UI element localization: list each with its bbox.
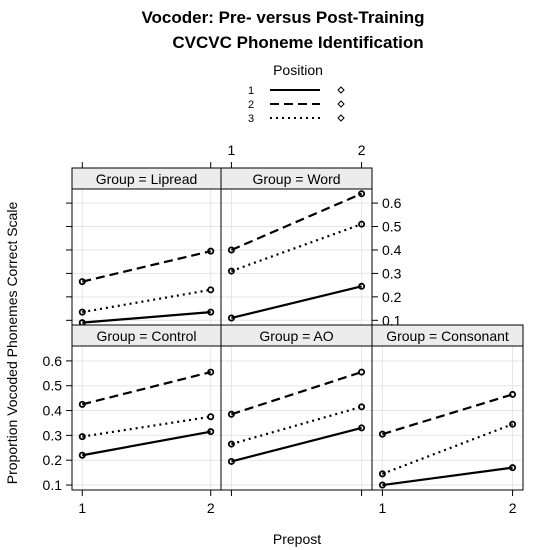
series-point-2 <box>358 368 366 376</box>
y-tick-label: 0.4 <box>43 403 63 419</box>
series-point-1 <box>358 424 366 432</box>
series-point-2 <box>227 410 235 418</box>
legend-title: Position <box>273 62 323 78</box>
x-tick-label: 2 <box>509 500 517 516</box>
y-tick-label: 0.1 <box>382 312 402 328</box>
y-tick-label: 0.6 <box>382 195 402 211</box>
series-point-1 <box>207 308 215 316</box>
strip-label: Group = Consonant <box>386 328 509 344</box>
x-tick-label: 2 <box>358 142 366 158</box>
series-point-3 <box>509 420 517 428</box>
legend: Position 1 2 3 <box>248 62 345 125</box>
axes: 0.1 0.1 0.2 0.2 0.3 0.3 0.4 0.4 0.5 0.5 0.6 0.6 1 2 1 2… <box>43 142 517 516</box>
series-line-1 <box>382 466 513 487</box>
series-point-3 <box>378 470 386 478</box>
x-axis-label: Prepost <box>273 531 321 547</box>
x-tick-label: 1 <box>379 500 387 516</box>
series-point-3 <box>227 267 235 275</box>
series-line-3 <box>382 423 513 475</box>
y-tick-label: 0.2 <box>43 452 63 468</box>
y-axis-label: Proportion Vocoded Phonemes Correct Scal… <box>4 202 20 485</box>
legend-marker-2 <box>337 100 345 108</box>
series-point-3 <box>78 308 86 316</box>
series-point-1 <box>207 428 215 436</box>
series-point-2 <box>509 390 517 398</box>
series-line-2 <box>82 371 211 406</box>
panel-lipread: Group = Lipread <box>71 167 222 327</box>
series-line-2 <box>230 192 363 251</box>
series-line-2 <box>382 393 513 436</box>
series-line-1 <box>82 430 211 457</box>
panel-word: Group = Word <box>220 167 373 326</box>
strip-label: Group = Lipread <box>96 171 198 187</box>
series-line-1 <box>82 311 211 324</box>
series-point-1 <box>509 464 517 472</box>
series-line-2 <box>231 371 362 416</box>
panel-ao: Group = AO <box>220 324 373 491</box>
legend-marker-3 <box>337 114 345 122</box>
series-line-1 <box>231 426 362 463</box>
y-tick-label: 0.1 <box>43 477 63 493</box>
series-point-2 <box>378 430 386 438</box>
legend-label-2: 2 <box>248 99 254 111</box>
x-tick-label: 1 <box>78 500 86 516</box>
series-point-2 <box>207 368 215 376</box>
y-tick-label: 0.3 <box>43 427 63 443</box>
y-tick-label: 0.4 <box>382 242 402 258</box>
series-point-3 <box>207 413 215 421</box>
y-tick-label: 0.6 <box>43 353 63 369</box>
strip-label: Group = Word <box>252 171 340 187</box>
series-point-1 <box>358 282 366 290</box>
panel-consonant: Group = Consonant <box>371 324 524 491</box>
panel-border <box>220 345 373 491</box>
x-tick-label: 2 <box>207 500 215 516</box>
y-tick-label: 0.2 <box>382 289 402 305</box>
series-line-3 <box>82 288 211 314</box>
series-point-3 <box>358 220 366 228</box>
legend-label-3: 3 <box>248 113 254 125</box>
chart-title-line-2: CVCVC Phoneme Identification <box>172 33 423 52</box>
series-point-3 <box>227 440 235 448</box>
y-tick-label: 0.5 <box>43 378 63 394</box>
legend-label-1: 1 <box>248 85 254 97</box>
panel-border <box>71 188 222 326</box>
x-tick-label: 1 <box>228 142 236 158</box>
chart-title-line-1: Vocoder: Pre- versus Post-Training <box>141 8 424 27</box>
panel-border <box>71 345 222 491</box>
series-point-2 <box>78 278 86 286</box>
series-point-2 <box>358 190 366 198</box>
series-point-1 <box>227 457 235 465</box>
strip-label: Group = AO <box>259 328 333 344</box>
series-point-2 <box>207 247 215 255</box>
series-point-3 <box>207 286 215 294</box>
series-line-3 <box>231 405 362 446</box>
strip-label: Group = Control <box>97 328 197 344</box>
series-point-1 <box>227 314 235 322</box>
series-line-1 <box>231 285 362 320</box>
panel-border <box>371 345 524 491</box>
series-point-3 <box>358 403 366 411</box>
series-line-3 <box>82 415 211 438</box>
panels: Group = Lipread Group = Word Group = Contr… <box>71 167 524 491</box>
series-point-1 <box>78 451 86 459</box>
series-point-2 <box>78 400 86 408</box>
series-point-3 <box>78 433 86 441</box>
series-line-3 <box>231 223 362 273</box>
panel-border <box>220 188 373 326</box>
series-point-2 <box>227 246 235 254</box>
y-tick-label: 0.3 <box>382 265 402 281</box>
legend-marker-1 <box>337 86 345 94</box>
series-point-1 <box>378 481 386 489</box>
y-tick-label: 0.5 <box>382 219 402 235</box>
panel-control: Group = Control <box>71 324 222 491</box>
series-line-2 <box>82 250 211 283</box>
